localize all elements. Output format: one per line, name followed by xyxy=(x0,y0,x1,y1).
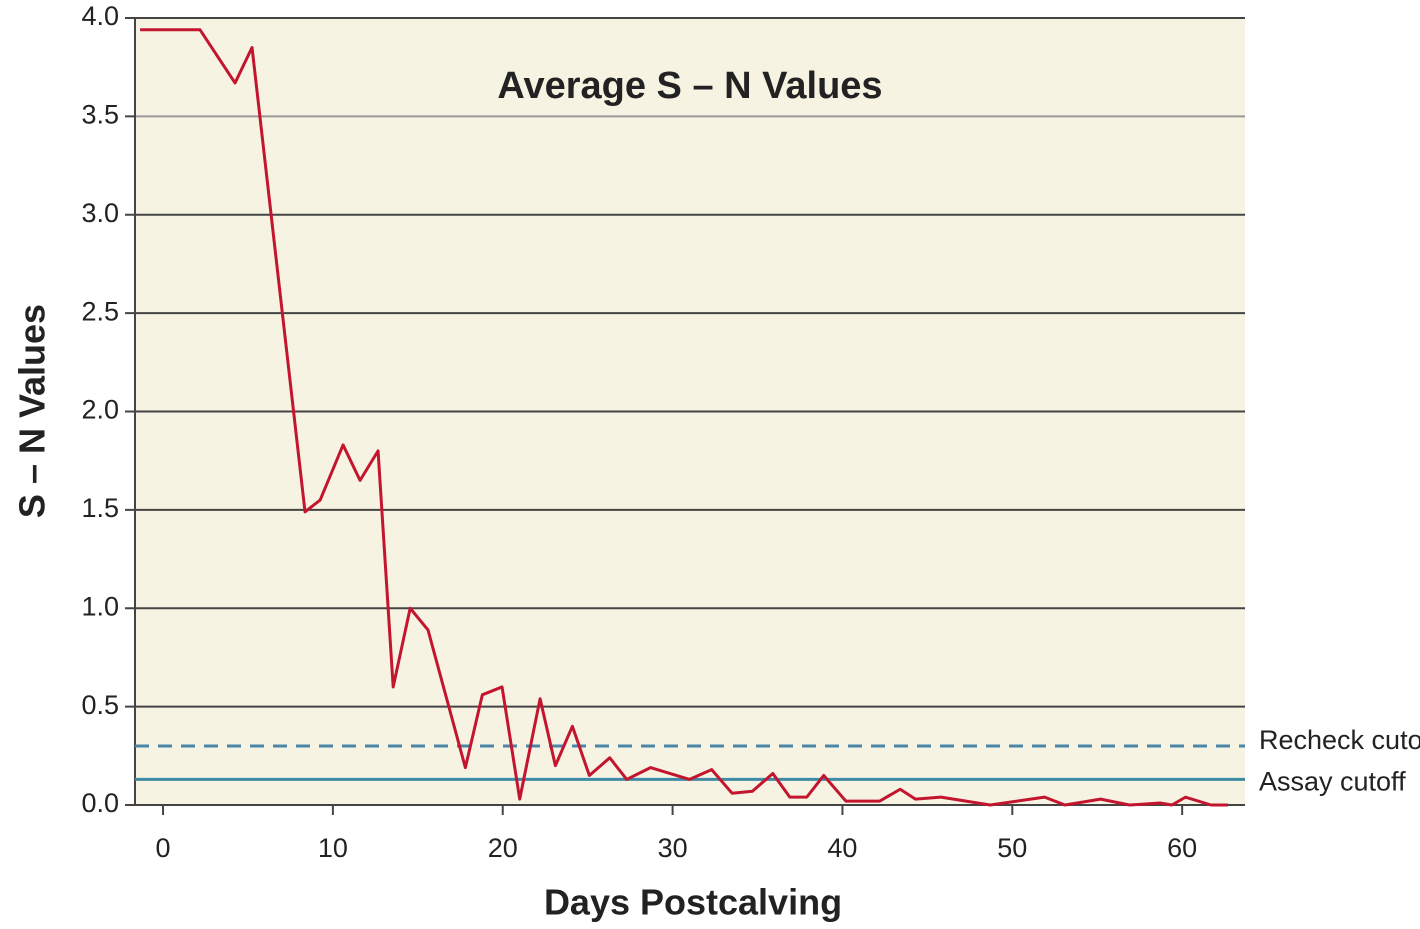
y-tick-label: 0.5 xyxy=(81,690,119,720)
y-tick-label: 1.5 xyxy=(81,493,119,523)
y-tick-label: 2.0 xyxy=(81,395,119,425)
y-tick-label: 3.5 xyxy=(81,100,119,130)
chart-title: Average S – N Values xyxy=(497,65,882,107)
x-tick-label: 30 xyxy=(658,833,688,863)
reference-label: Recheck cuto xyxy=(1259,725,1420,755)
y-tick-label: 4.0 xyxy=(81,1,119,31)
x-axis-label: Days Postcalving xyxy=(544,882,842,923)
x-tick-label: 10 xyxy=(318,833,348,863)
y-tick-label: 3.0 xyxy=(81,198,119,228)
y-tick-label: 2.5 xyxy=(81,296,119,326)
data-line xyxy=(140,28,1229,807)
x-tick-label: 0 xyxy=(156,833,171,863)
y-axis-label: S – N Values xyxy=(12,304,53,518)
y-tick-label: 1.0 xyxy=(81,591,119,621)
x-tick-label: 50 xyxy=(997,833,1027,863)
y-tick-label: 0.0 xyxy=(81,788,119,818)
x-tick-label: 60 xyxy=(1167,833,1197,863)
x-tick-label: 20 xyxy=(488,833,518,863)
x-tick-label: 40 xyxy=(827,833,857,863)
reference-label: Assay cutoff xyxy=(1259,767,1406,797)
